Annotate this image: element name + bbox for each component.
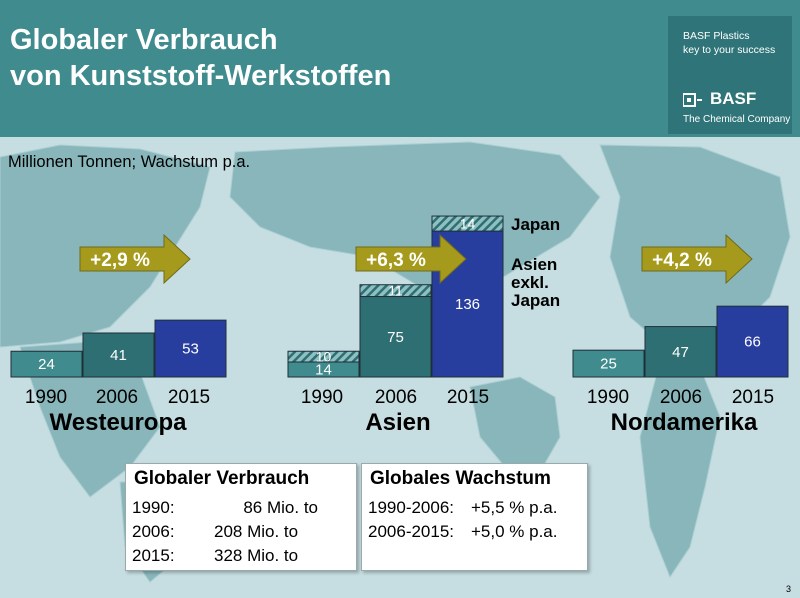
bar-value-label: 41 [110,347,127,364]
year-label: 2015 [732,387,774,408]
chart-subtitle: Millionen Tonnen; Wachstum p.a. [8,153,251,171]
growth-row-label: 2006-2015: [368,522,455,541]
year-label: 2006 [660,387,702,408]
basf-logo-icon [683,93,702,107]
consumption-row-label: 2006: [132,522,175,541]
consumption-box-title: Globaler Verbrauch [134,468,310,489]
legend-label: Japan [511,291,560,310]
legend-label: exkl. [511,273,549,292]
bar-segment [431,230,504,378]
consumption-row-label: 1990: [132,498,175,517]
year-label: 1990 [301,387,343,408]
bar-value-label: 14 [460,216,476,232]
bar-segment [716,305,789,378]
bar-value-label: 47 [672,344,689,361]
growth-arrow-icon [79,233,191,285]
bar-segment [10,350,83,378]
basf-logo-tagline: The Chemical Company [683,114,791,125]
year-label: 2015 [168,387,210,408]
page-number: 3 [786,584,792,594]
bar-value-label: 25 [600,356,617,373]
region-label: Asien [365,409,430,436]
legend-label: Japan [511,215,560,234]
bar-segment [82,332,155,378]
header-banner: Globaler Verbrauch von Kunststoff-Werkst… [0,0,800,137]
bar-value-label: 14 [315,361,332,378]
brand-box: BASF Plastics key to your success BASF T… [668,16,792,134]
growth-row-value: +5,5 % p.a. [471,498,558,517]
brand-line1: BASF Plastics [683,30,750,42]
growth-row-label: 1990-2006: [368,498,455,517]
consumption-row-label: 2015: [132,546,175,565]
bar-segment [644,326,717,378]
growth-row-value: +5,0 % p.a. [471,522,558,541]
bar-segment [287,350,360,363]
slide-title-line1: Globaler Verbrauch [10,24,278,56]
bar-value-label: 24 [38,356,55,373]
global-growth-box: Globales Wachstum 1990-2006: +5,5 % p.a.… [361,463,588,571]
growth-label: +6,3 % [366,250,426,271]
year-label: 1990 [25,387,67,408]
consumption-row-value: 86 Mio. to [243,498,318,517]
legend-label: Asien [511,255,557,274]
bar-value-label: 10 [316,349,332,365]
year-label: 2006 [96,387,138,408]
year-label: 2006 [375,387,417,408]
slide-title-line2: von Kunststoff-Werkstoffen [10,60,392,92]
year-label: 2015 [447,387,489,408]
consumption-row-value: 208 Mio. to [214,522,299,541]
bar-segment [359,296,432,378]
bar-segment [154,319,227,378]
brand-line2: key to your success [683,44,776,56]
region-label: Nordamerika [611,409,758,436]
growth-box-title: Globales Wachstum [370,468,551,489]
bar-value-label: 53 [182,341,199,358]
growth-label: +4,2 % [652,250,712,271]
bar-value-label: 136 [455,296,480,313]
global-consumption-box: Globaler Verbrauch 1990: 86 Mio. to 2006… [125,463,357,571]
bar-value-label: 66 [744,334,761,351]
bar-segment [359,284,432,298]
bar-value-label: 11 [388,283,403,299]
consumption-row-value: 328 Mio. to [214,546,299,565]
basf-logo-text: BASF [710,89,757,108]
growth-arrow-icon [641,233,753,285]
growth-label: +2,9 % [90,250,150,271]
region-label: Westeuropa [50,409,188,436]
year-label: 1990 [587,387,629,408]
bar-value-label: 75 [387,329,404,346]
growth-arrow-icon [355,233,467,285]
bar-segment [431,215,504,232]
bar-segment [572,349,645,378]
